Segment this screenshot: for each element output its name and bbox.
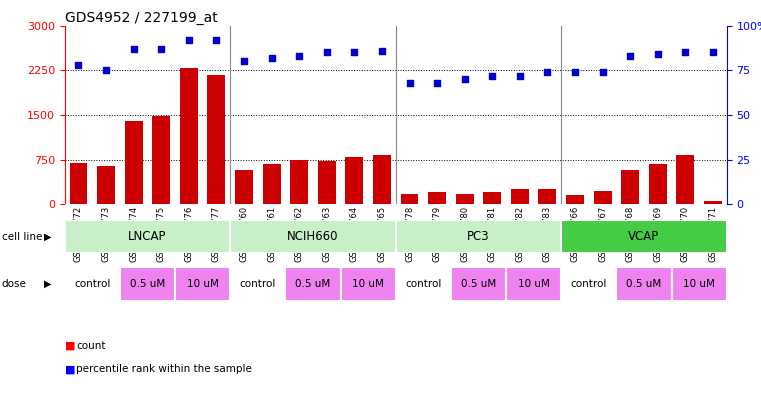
Bar (373, 156, 391, 204)
Bar (65, 220, 230, 253)
Text: NCIH660: NCIH660 (287, 230, 339, 243)
Point (349, 49, 361, 55)
Bar (621, 170, 639, 204)
Bar (175, 267, 230, 301)
Text: control: control (405, 279, 441, 289)
Text: ■: ■ (65, 341, 75, 351)
Bar (230, 267, 285, 301)
Bar (451, 267, 506, 301)
Text: PC3: PC3 (467, 230, 490, 243)
Point (320, 49, 333, 55)
Text: LNCAP: LNCAP (128, 230, 167, 243)
Bar (285, 267, 341, 301)
Text: control: control (240, 279, 276, 289)
Bar (318, 162, 336, 204)
Point (680, 49, 692, 55)
Point (569, 69, 581, 75)
Point (155, 46, 167, 52)
Point (651, 51, 664, 57)
Bar (428, 193, 446, 204)
Point (266, 55, 278, 61)
Text: count: count (76, 341, 106, 351)
Point (431, 80, 443, 86)
Text: cell line: cell line (2, 232, 42, 242)
Bar (539, 189, 556, 204)
Point (486, 72, 498, 79)
Text: 0.5 uM: 0.5 uM (461, 279, 496, 289)
Point (293, 53, 305, 59)
Text: ■: ■ (65, 364, 75, 375)
Bar (230, 220, 396, 253)
Bar (511, 189, 529, 204)
Point (514, 72, 526, 79)
Point (541, 69, 553, 75)
Point (128, 46, 140, 52)
Point (376, 48, 388, 54)
Bar (561, 267, 616, 301)
Text: 10 uM: 10 uM (517, 279, 549, 289)
Bar (119, 267, 175, 301)
Point (210, 37, 222, 43)
Text: ▶: ▶ (44, 232, 52, 242)
Bar (125, 121, 142, 204)
Bar (506, 267, 561, 301)
Bar (345, 157, 363, 204)
Point (183, 37, 195, 43)
Bar (396, 220, 561, 253)
Point (72, 62, 84, 68)
Bar (649, 164, 667, 204)
Point (624, 53, 636, 59)
Bar (396, 267, 451, 301)
Text: dose: dose (2, 279, 27, 289)
Text: GDS4952 / 227199_at: GDS4952 / 227199_at (65, 11, 218, 24)
Bar (456, 194, 473, 204)
Bar (97, 165, 115, 204)
Bar (616, 267, 671, 301)
Bar (566, 195, 584, 204)
Bar (180, 68, 198, 204)
Text: VCAP: VCAP (629, 230, 660, 243)
Bar (400, 194, 419, 204)
Text: percentile rank within the sample: percentile rank within the sample (76, 364, 252, 375)
Text: 10 uM: 10 uM (352, 279, 384, 289)
Bar (235, 170, 253, 204)
Text: 0.5 uM: 0.5 uM (295, 279, 330, 289)
Point (707, 49, 719, 55)
Bar (704, 201, 722, 204)
Point (459, 76, 471, 82)
Text: 10 uM: 10 uM (186, 279, 218, 289)
Bar (290, 160, 308, 204)
Text: 10 uM: 10 uM (683, 279, 715, 289)
Point (403, 80, 416, 86)
Text: control: control (74, 279, 110, 289)
Point (597, 69, 609, 75)
Bar (208, 75, 225, 204)
Bar (594, 191, 612, 204)
Bar (69, 163, 88, 204)
Bar (483, 192, 501, 204)
Bar (677, 156, 694, 204)
Text: control: control (571, 279, 607, 289)
Bar (561, 220, 727, 253)
Point (100, 67, 112, 73)
Bar (340, 267, 396, 301)
Text: 0.5 uM: 0.5 uM (626, 279, 661, 289)
Bar (671, 267, 727, 301)
Bar (263, 164, 281, 204)
Text: 0.5 uM: 0.5 uM (130, 279, 165, 289)
Bar (65, 267, 119, 301)
Text: ▶: ▶ (44, 279, 52, 289)
Bar (152, 116, 170, 204)
Point (238, 58, 250, 64)
